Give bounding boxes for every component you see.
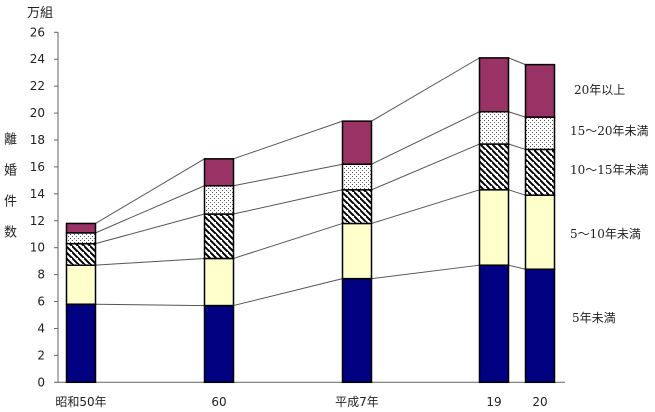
series-connector-line [233,278,343,307]
bar-segment-4 [203,185,235,215]
bar-segment-5 [341,120,373,165]
legend-label: 10～15年未満 [570,163,649,177]
y-tick-label: 16 [30,160,45,174]
series-connector-line [233,163,343,187]
y-tick-label: 26 [30,25,45,39]
legend-label: 5年未満 [572,311,616,325]
y-tick-label: 4 [37,321,45,335]
series-connector-line [508,111,526,118]
series-connector-line [371,143,480,191]
y-axis-title: 離婚件数 [1,132,16,256]
bar-segment-1 [341,277,373,384]
y-tick-label: 2 [37,348,45,362]
y-tick-label: 20 [30,106,45,120]
series-connector-line [233,189,343,215]
series-connector-line [371,264,480,280]
y-tick-label: 24 [30,52,45,66]
bar-segment-1 [65,303,97,384]
bar-segment-4 [478,110,510,145]
bar-segment-2 [65,264,97,305]
bar-segment-5 [65,222,97,234]
series-connector-line [233,120,343,160]
bar-segment-4 [341,163,373,191]
x-tick-label: 昭和50年 [55,395,106,409]
series-connector-line [233,222,343,259]
series-connector-line [95,213,205,245]
y-tick-label: 8 [37,268,45,282]
bar-segment-3 [341,189,373,225]
bar-segment-1 [524,268,556,384]
y-tick-label: 14 [30,187,45,201]
series-connector-line [371,111,480,165]
series-connector-line [95,158,205,224]
bar-segment-5 [478,57,510,113]
series-connector-line [371,189,480,224]
series-connector-line [508,143,526,150]
bar-segment-1 [478,264,510,384]
legend-label: 5～10年未満 [570,227,641,241]
y-tick-label: 0 [37,375,45,389]
legend-label: 15～20年未満 [570,124,649,138]
x-tick-label: 19 [486,395,501,409]
y-tick-label: 18 [30,133,45,147]
bar-segment-1 [203,304,235,384]
legend-label: 20年以上 [574,83,625,97]
bar-segment-4 [524,116,556,151]
bar-segment-3 [478,143,510,191]
y-tick-label: 12 [30,214,45,228]
unit-label: 万組 [27,6,53,21]
series-connector-line [95,257,205,266]
bar-segment-2 [524,194,556,270]
series-connector-line [508,264,526,270]
bar-segment-2 [478,189,510,266]
bar-segment-3 [65,242,97,266]
bar-segment-2 [203,257,235,307]
y-tick-label: 10 [30,241,45,255]
bar-segment-3 [203,213,235,260]
bar-segment-2 [341,222,373,280]
bar-segment-4 [65,232,97,245]
bar-segment-5 [203,158,235,187]
y-tick-label: 22 [30,79,45,93]
series-connector-line [371,57,480,122]
series-connector-line [95,185,205,234]
x-tick-label: 60 [211,395,226,409]
x-tick-label: 平成7年 [335,395,379,409]
y-tick-label: 6 [37,295,45,309]
series-connector-line [508,189,526,196]
bar-segment-5 [524,63,556,118]
series-connector-line [95,303,205,307]
series-connector-line [508,57,526,66]
x-tick-label: 20 [532,395,547,409]
bar-segment-3 [524,148,556,196]
